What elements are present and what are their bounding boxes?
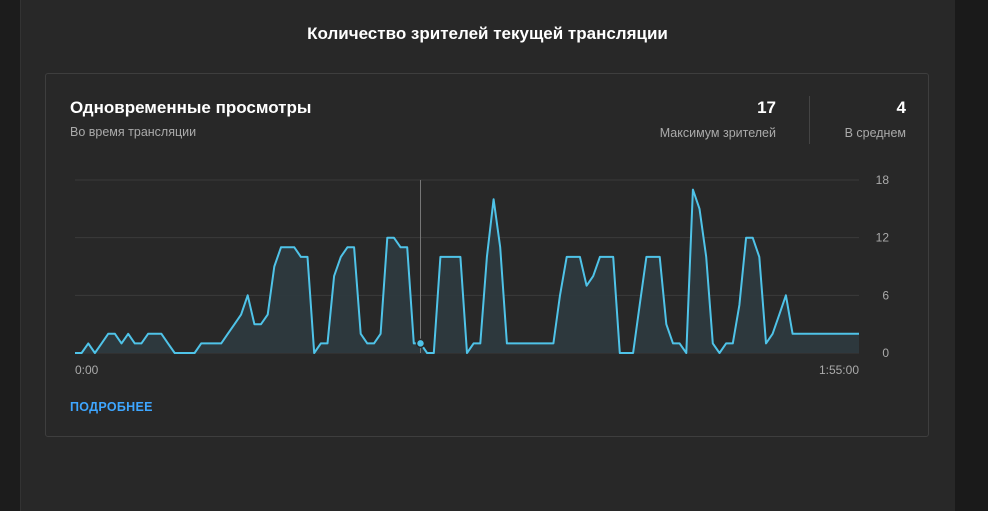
card-title: Одновременные просмотры [70,98,312,117]
stat-divider [809,96,810,144]
more-details-link[interactable]: ПОДРОБНЕЕ [70,400,153,414]
max-viewers-stat: 17 Максимум зрителей [660,98,776,140]
page-title: Количество зрителей текущей трансляции [307,24,668,43]
average-viewers-stat: 4 В среднем [845,98,906,140]
card-subtitle: Во время трансляции [70,125,197,139]
average-viewers-label: В среднем [844,126,906,140]
chart-area-fill [75,189,859,353]
average-viewers-value: 4 [896,98,906,117]
y-tick-label: 12 [876,231,890,245]
y-tick-label: 18 [876,173,890,187]
concurrent-views-card: Одновременные просмотры Во время трансля… [45,73,929,437]
x-tick-label: 0:00 [75,363,99,377]
viewers-chart[interactable]: 0 6 12 18 0:00 1:55:00 [46,74,928,394]
y-tick-label: 6 [882,288,889,302]
left-gutter [0,0,21,511]
max-viewers-label: Максимум зрителей [659,126,776,140]
x-tick-label: 1:55:00 [819,363,859,377]
max-viewers-value: 17 [757,98,776,117]
chart-hover-point[interactable] [415,338,426,349]
chart-series-line[interactable] [75,188,859,354]
right-gutter [955,0,988,511]
chart-ticks: 0 6 12 18 0:00 1:55:00 [75,173,889,377]
y-tick-label: 0 [882,346,889,360]
